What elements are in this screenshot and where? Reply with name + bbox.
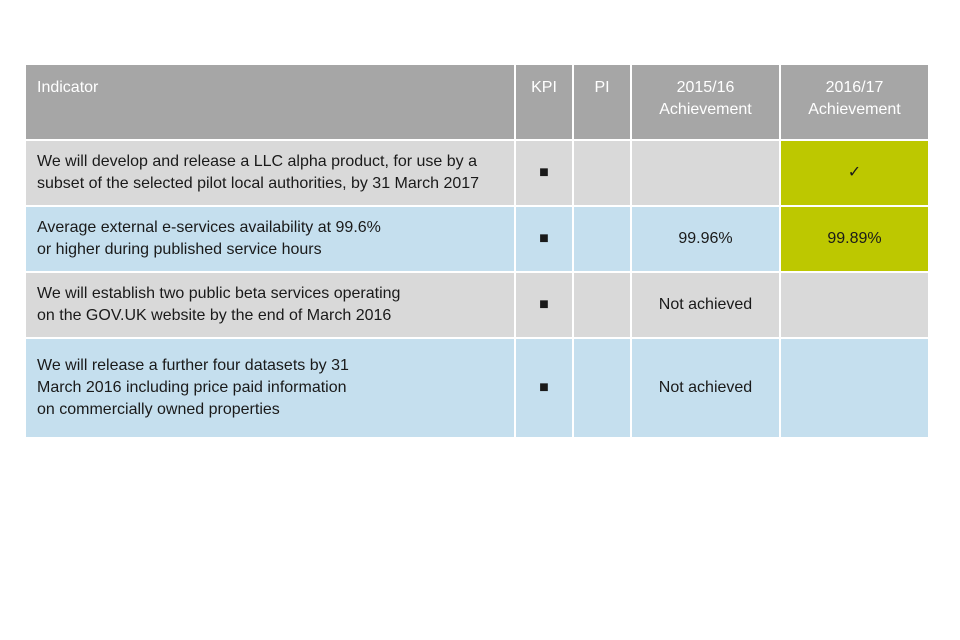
pi [572,271,632,339]
row: We will establish two public beta servic… [24,271,930,339]
row: Average external e-services availability… [24,205,930,273]
kpi: ■ [514,337,574,439]
indicator: Average external e-services availability… [24,205,516,273]
achievement: ✓ [779,139,930,207]
achievement [779,337,930,439]
header-cell: KPI [514,63,574,141]
pi [572,205,632,273]
pi [572,139,632,207]
header-cell: Indicator [24,63,516,141]
achievement: Not achieved [630,337,781,439]
kpi: ■ [514,139,574,207]
achievement: 99.96% [630,205,781,273]
indicator: We will develop and release a LLC alpha … [24,139,516,207]
header-cell: PI [572,63,632,141]
header-row: Indicator KPI PI 2015/16 Achievement 201… [24,63,930,141]
achievement [630,139,781,207]
indicator: We will establish two public beta servic… [24,271,516,339]
kpi: ■ [514,205,574,273]
achievement: 99.89% [779,205,930,273]
kpi: ■ [514,271,574,339]
achievement: Not achieved [630,271,781,339]
achievement [779,271,930,339]
pi [572,337,632,439]
kpi-table: Indicator KPI PI 2015/16 Achievement 201… [24,63,930,439]
header-cell: 2015/16 Achievement [630,63,781,141]
indicator: We will release a further four datasets … [24,337,516,439]
header-cell: 2016/17 Achievement [779,63,930,141]
row: We will release a further four datasets … [24,337,930,439]
row: We will develop and release a LLC alpha … [24,139,930,207]
